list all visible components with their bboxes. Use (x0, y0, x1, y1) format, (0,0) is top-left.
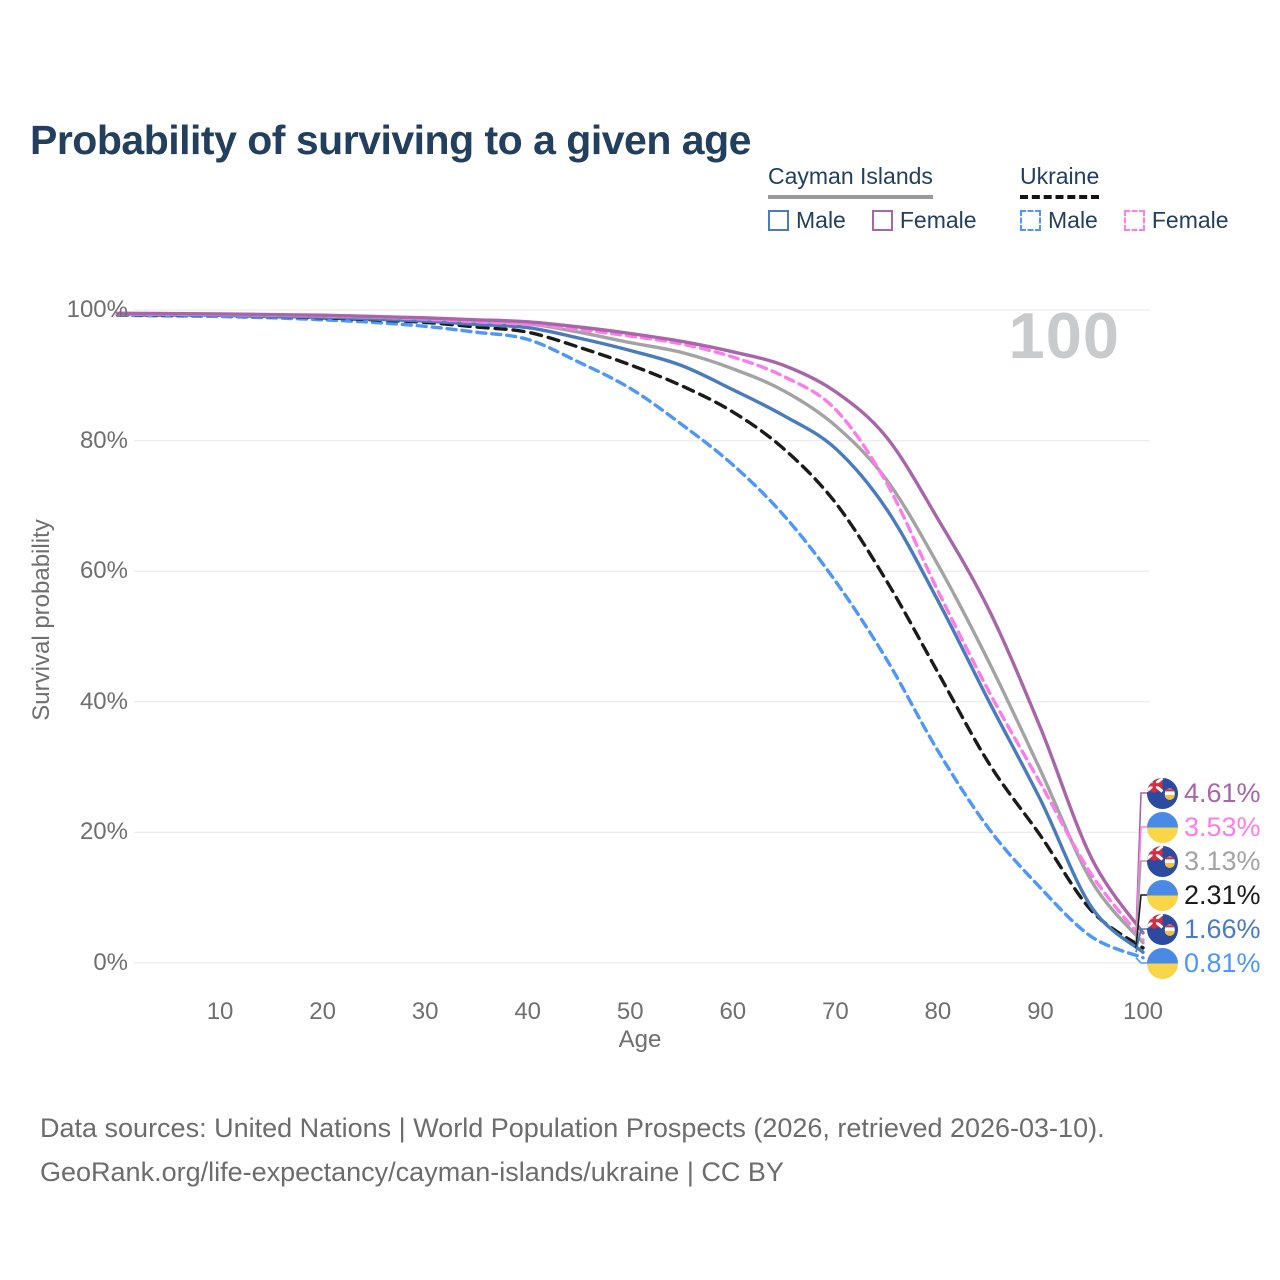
x-tick-label: 60 (719, 998, 747, 1025)
gridlines (134, 309, 1150, 964)
cayman-female-line-swatch-icon (871, 210, 893, 231)
ukraine-flag-icon (1146, 879, 1179, 911)
x-tick-label: 90 (1027, 998, 1054, 1025)
cayman-islands-flag-icon (1146, 777, 1179, 809)
x-tick-label: 50 (616, 998, 644, 1025)
end-label-ukraine-female: 3.53% (1146, 810, 1261, 844)
ukraine-flag-icon (1146, 811, 1179, 843)
end-label-connectors (1135, 792, 1149, 964)
x-tick-label: 30 (411, 998, 439, 1025)
end-label-connector (1135, 826, 1149, 940)
legend-label-male: Male (1048, 207, 1098, 233)
end-label-value: 3.13% (1184, 845, 1261, 876)
legend-label-female: Female (899, 207, 977, 233)
x-tick-label: 20 (309, 998, 336, 1025)
end-label-value: 4.61% (1184, 777, 1261, 808)
end-label-connector (1135, 957, 1149, 964)
ukraine-female-line-swatch-icon (1123, 210, 1145, 231)
y-tick-label: 60% (79, 557, 128, 585)
y-tick-label: 40% (79, 687, 128, 715)
survival-curve-cayman-female (115, 311, 1145, 935)
legend-label-female: Female (1151, 207, 1229, 233)
survival-curve-ukraine-total (115, 312, 1145, 950)
x-tick-label: 80 (924, 998, 952, 1025)
data-sources-line: Data sources: United Nations | World Pop… (40, 1113, 1105, 1143)
end-label-value: 0.81% (1184, 947, 1261, 978)
cayman-islands-flag-icon (1146, 913, 1179, 945)
x-axis-title: Age (618, 1026, 662, 1053)
x-tick-label: 100 (1122, 998, 1164, 1025)
end-label-ukraine-male: 0.81% (1146, 946, 1261, 980)
cayman-islands-flag-icon (1146, 845, 1179, 877)
legend-heading-cayman-islands[interactable]: Cayman Islands (768, 163, 933, 199)
survival-curve-ukraine-male (115, 313, 1145, 960)
survival-curve-cayman-male (115, 312, 1145, 954)
end-label-cayman-male: 1.66% (1146, 912, 1261, 946)
survival-curves (115, 311, 1145, 960)
cayman-male-line-swatch-icon (768, 210, 789, 231)
footer: Data sources: United Nations | World Pop… (40, 1106, 1105, 1194)
legend-item-cayman-male[interactable]: Male (768, 207, 846, 234)
end-label-ukraine-total: 2.31% (1146, 878, 1261, 912)
x-tick-label: 40 (514, 998, 542, 1025)
age-counter-watermark: 100 (1008, 299, 1120, 372)
x-tick-label: 70 (821, 998, 849, 1025)
end-label-cayman-female: 4.61% (1146, 776, 1261, 810)
legend-group-cayman-islands: Cayman Islands Male Female (768, 163, 977, 234)
legend-item-ukraine-male[interactable]: Male (1020, 207, 1098, 234)
legend-heading-ukraine[interactable]: Ukraine (1020, 163, 1100, 199)
attribution-line: GeoRank.org/life-expectancy/cayman-islan… (40, 1157, 784, 1187)
y-tick-label: 100% (66, 296, 128, 323)
end-label-value: 2.31% (1184, 879, 1261, 910)
chart-title: Probability of surviving to a given age (30, 117, 751, 164)
survival-curve-cayman-total (115, 312, 1145, 945)
x-tick-label: 10 (206, 998, 234, 1025)
end-label-cayman-total: 3.13% (1146, 844, 1261, 878)
y-tick-label: 80% (79, 426, 128, 454)
y-tick-label: 20% (79, 818, 128, 846)
ukraine-flag-icon (1146, 947, 1179, 979)
legend-item-ukraine-female[interactable]: Female (1123, 207, 1229, 234)
survival-curve-ukraine-female (115, 312, 1145, 942)
end-label-value: 3.53% (1184, 811, 1261, 842)
end-label-connector (1135, 928, 1149, 953)
end-label-connector (1135, 894, 1149, 948)
end-label-connector (1135, 860, 1149, 943)
end-label-value: 1.66% (1184, 913, 1261, 944)
legend-label-male: Male (796, 207, 846, 233)
legend-item-cayman-female[interactable]: Female (871, 207, 977, 234)
legend-group-ukraine: Ukraine Male Female (1020, 163, 1229, 234)
ukraine-male-line-swatch-icon (1020, 210, 1041, 231)
y-tick-label: 0% (93, 949, 128, 976)
